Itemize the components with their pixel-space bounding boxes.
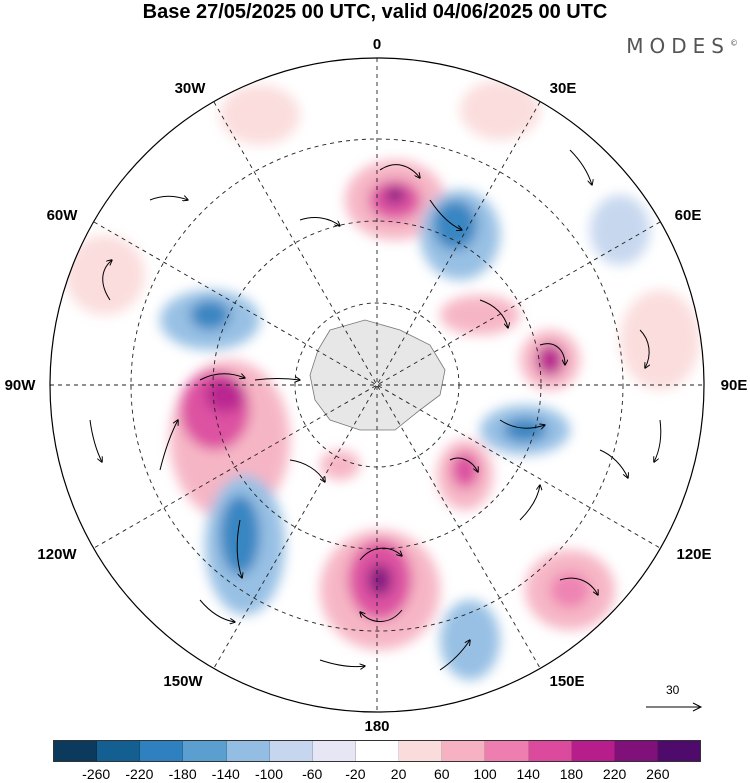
colorbar-tick-label: 60	[434, 766, 450, 782]
colorbar-tick-label: -260	[82, 766, 111, 782]
lon-label-120w: 120W	[37, 546, 77, 563]
colorbar	[53, 740, 701, 762]
colorbar-tick-label: -20	[345, 766, 366, 782]
colorbar-tick-label: 20	[390, 766, 407, 782]
antarctica-landmass	[309, 319, 446, 431]
colorbar-tick-label: -60	[302, 766, 323, 782]
colorbar-swatch	[226, 741, 270, 761]
colorbar-tick-label: -180	[168, 766, 197, 782]
lon-label-120e: 120E	[676, 546, 712, 563]
colorbar-swatch	[614, 741, 658, 761]
colorbar-swatch	[355, 741, 400, 761]
lon-label-150w: 150W	[163, 673, 203, 690]
graticule	[50, 58, 704, 712]
colorbar-swatch	[269, 741, 313, 761]
colorbar-tick-label: -140	[211, 766, 240, 782]
lon-label-90w: 90W	[4, 377, 36, 394]
colorbar-swatch	[97, 741, 141, 761]
colorbar-tick-label: 180	[559, 766, 584, 782]
map-title: Base 27/05/2025 00 UTC, valid 04/06/2025…	[142, 1, 608, 23]
colorbar-tick-label: 100	[473, 766, 497, 782]
colorbar-tick-label: 140	[516, 766, 540, 782]
reference-vector-label: 30	[666, 683, 680, 697]
colorbar-swatch	[657, 741, 701, 761]
colorbar-swatch	[140, 741, 184, 761]
colorbar-swatch	[399, 741, 443, 761]
wind-vectors	[89, 149, 662, 671]
colorbar-swatch	[571, 741, 615, 761]
lon-label-150e: 150E	[549, 673, 585, 690]
lon-label-60e: 60E	[674, 207, 702, 224]
modes-logo: MODES©	[626, 34, 738, 58]
reference-vector-arrow	[646, 702, 703, 712]
colorbar-swatch	[54, 741, 98, 761]
lon-label-30w: 30W	[174, 80, 206, 97]
lon-label-90e: 90E	[720, 377, 748, 394]
colorbar-swatch	[183, 741, 227, 761]
colorbar-tick-label: -220	[125, 766, 154, 782]
colorbar-tick-label: -100	[254, 766, 284, 782]
colorbar-swatch	[485, 741, 529, 761]
colorbar-tick-label: 260	[646, 766, 670, 782]
colorbar-swatch	[528, 741, 572, 761]
lon-label-60w: 60W	[46, 207, 78, 224]
colorbar-tick-label: 220	[602, 766, 627, 782]
lon-label-0: 0	[372, 36, 382, 53]
colorbar-swatch	[442, 741, 486, 761]
colorbar-swatch	[312, 741, 356, 761]
map-boundary	[49, 57, 705, 713]
lon-label-30e: 30E	[549, 80, 577, 97]
lon-label-180: 180	[364, 718, 390, 735]
